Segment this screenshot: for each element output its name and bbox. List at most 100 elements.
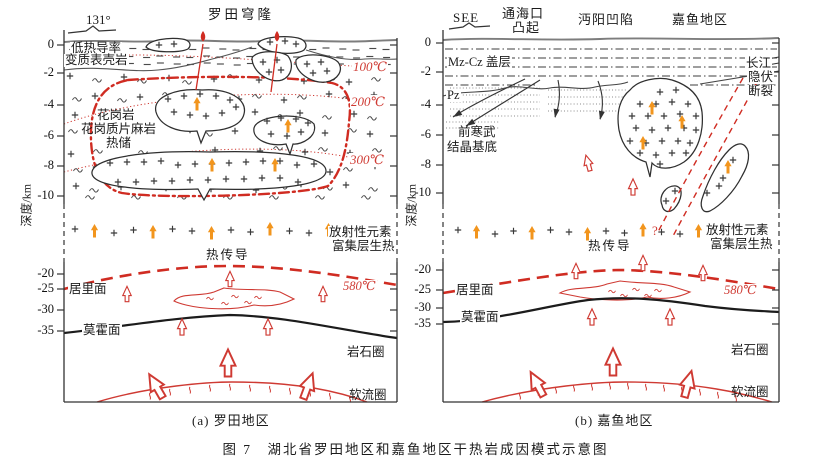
magma-body-b [558, 280, 692, 301]
heat-conduction-label-b: 热传导 [588, 239, 632, 253]
moho-line-b [442, 297, 780, 324]
axis-tick-label: -30 [414, 300, 431, 314]
see-direction-symbol [448, 22, 491, 30]
basement-label-2: 结晶基底 [447, 140, 498, 154]
isotherm-300-label: 300℃ [349, 152, 386, 167]
basement-top-left [442, 81, 629, 97]
panel-a-art [57, 25, 398, 403]
axis-tick-label: -35 [37, 323, 54, 337]
lithosphere-label-a: 岩石圈 [347, 345, 385, 359]
question-mark-label: ? [652, 223, 658, 238]
hot-spring-drop-2 [274, 31, 280, 42]
asthenosphere-texture-a [148, 383, 352, 403]
yangtze-fault-label-1: 长江 [745, 56, 773, 71]
heat-flow-arrows-b [529, 153, 709, 400]
axes-b [436, 30, 780, 403]
moho-label-b: 莫霍面 [460, 310, 500, 325]
granite-label-3: 热储 [106, 136, 132, 150]
axis-tick-label: -20 [37, 266, 54, 280]
axis-tick-label: -10 [414, 185, 431, 199]
axis-tick-label: -4 [43, 97, 54, 111]
axis-tick-label: -6 [43, 128, 54, 142]
curie-line-a [63, 264, 398, 291]
granite-label-1: 花岗岩 [97, 108, 135, 122]
axis-tick-label: -2 [420, 64, 431, 78]
depth-axis-label-b: 深度/km [404, 183, 419, 227]
granite-label-2: 花岗质片麻岩 [81, 122, 157, 136]
axis-tick-label: -20 [414, 262, 431, 276]
axis-tick-label: 0 [47, 37, 54, 51]
yangtze-fault-label-3: 断裂 [747, 84, 775, 99]
granite-symbols-b [626, 86, 737, 205]
depth-axis-label-a: 深度/km [19, 183, 34, 227]
axes-a [57, 30, 398, 403]
heat-conduction-label-a: 热传导 [206, 248, 250, 262]
magma-body-a [173, 287, 296, 310]
axis-tick-label: -4 [420, 97, 431, 111]
axis-tick-label: -2 [43, 65, 54, 79]
pz-label: Pz [446, 88, 461, 103]
curie-label-b: 居里面 [455, 283, 495, 298]
low-conductivity-label-2: 变质表壳岩 [64, 53, 129, 68]
granite-bodies-a [91, 36, 341, 202]
panel-a-title: 罗田穹隆 [208, 7, 274, 22]
radiogenic-label-b1: 放射性元素 [705, 223, 770, 238]
basement-label-1: 前寒武 [458, 125, 496, 139]
asthenosphere-texture-b [518, 382, 738, 402]
asthenosphere-top-b [481, 381, 773, 403]
lithosphere-label-b: 岩石圈 [731, 343, 769, 357]
paleozoic-strata [446, 87, 628, 129]
curie-label-a: 居里面 [68, 282, 108, 297]
magma-texture-a [206, 294, 262, 306]
heat-flow-arrows-a [121, 270, 329, 402]
curie-line-b [442, 268, 780, 295]
curie-temp-label-a: 580℃ [342, 279, 377, 294]
yangtze-fault-label-2: 隐伏 [747, 70, 775, 85]
figure-caption: 图 7 湖北省罗田地区和嘉鱼地区干热岩成因模式示意图 [222, 442, 609, 457]
metamorphic-base-left [63, 46, 253, 72]
panel-b-caption: (b) 嘉鱼地区 [575, 413, 654, 428]
mianyang-sag-label: 沔阳凹陷 [578, 12, 635, 27]
axis-tick-label: -8 [43, 158, 54, 172]
panel-a-caption: (a) 罗田地区 [192, 413, 270, 428]
radiogenic-label-a2: 富集层生热 [331, 239, 396, 254]
tonghaikou-label-1: 通海口 [502, 6, 545, 21]
moho-label-a: 莫霍面 [82, 323, 122, 338]
axis-tick-label: -25 [414, 282, 431, 296]
axis-tick-label: -10 [37, 188, 54, 202]
metamorphic-base-right [305, 49, 398, 60]
axis-tick-label: -6 [420, 127, 431, 141]
radiogenic-row-b [454, 223, 703, 241]
surface-line-a [63, 39, 398, 43]
azimuth-label: 131° [86, 12, 111, 27]
hot-spring-drop-1 [200, 31, 206, 42]
low-conductivity-label-1: 低热导率 [70, 41, 123, 56]
axis-tick-label: -25 [37, 281, 54, 295]
thrust-arrowheads [453, 108, 605, 126]
isotherm-100-label: 100℃ [352, 59, 389, 74]
hot-spring-faults [195, 43, 278, 93]
tonghaikou-label-2: 凸起 [512, 20, 541, 35]
caprock-strata [445, 48, 777, 86]
asthenosphere-top-a [96, 381, 368, 403]
panel-b-art [436, 22, 780, 403]
thrust-faults [452, 78, 603, 127]
radiogenic-label-b2: 富集层生热 [709, 237, 774, 252]
magma-texture-b [608, 287, 662, 298]
asthenosphere-label-a: 软流圈 [349, 388, 387, 402]
radiogenic-row-a [71, 222, 333, 240]
axis-tick-label: -8 [420, 157, 431, 171]
curie-temp-label-b: 580℃ [723, 283, 758, 298]
granite-bodies-b [617, 77, 750, 213]
radiogenic-label-a1: 放射性元素 [328, 225, 393, 240]
axis-tick-label: -35 [414, 316, 431, 330]
heat-reservoir-boundary [89, 75, 352, 198]
surface-line-b [442, 37, 780, 41]
axis-tick-label: -30 [37, 302, 54, 316]
jiayu-area-label: 嘉鱼地区 [672, 12, 729, 27]
axis-tick-label: 0 [424, 35, 431, 49]
isotherm-200-label: 200℃ [350, 94, 387, 109]
granite-symbols-a [106, 37, 331, 186]
